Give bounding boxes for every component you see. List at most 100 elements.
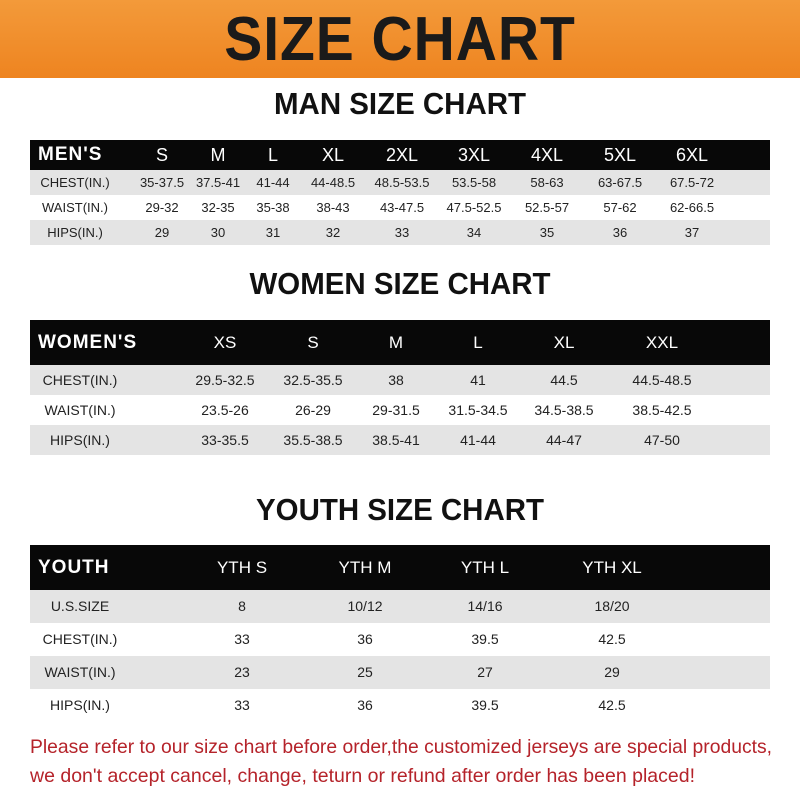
measure-label: HIPS(IN.) [50,432,110,448]
table-row: WAIST(IN.) 29-32 32-35 35-38 38-43 43-47.5 47.… [30,195,770,220]
table-cell: 57-62 [603,200,637,215]
table-cell: 27 [477,664,493,680]
table-cell: 35-38 [256,200,290,215]
table-cell: 29-32 [145,200,179,215]
table-label: WOMEN'S [38,332,138,353]
notice-line-2: we don't accept cancel, change, teturn o… [30,765,695,787]
table-row: CHEST(IN.) 33 36 39.5 42.5 [30,623,770,656]
table-cell: 10/12 [347,598,383,614]
table-row: WAIST(IN.) 23 25 27 29 [30,656,770,689]
table-cell: 31 [265,225,281,240]
table-cell: 14/16 [467,598,503,614]
table-cell: 37 [684,225,700,240]
size-header-cell: YTH XL [582,558,642,577]
size-header-cell: XL [321,145,345,165]
youth-header-row: YOUTH YTH S YTH M YTH L YTH XL [30,545,770,590]
size-header-cell: L [267,145,279,165]
size-header-cell: XXL [645,333,679,352]
table-cell: 44-48.5 [310,175,356,190]
table-cell: 37.5-41 [195,175,241,190]
table-cell: 62-66.5 [669,200,715,215]
size-header-cell: XS [213,333,237,352]
table-label: MEN'S [38,144,103,165]
table-cell: 41 [470,372,486,388]
table-cell: 47.5-52.5 [446,200,502,215]
table-cell: 47-50 [644,432,680,448]
table-cell: 23 [234,664,250,680]
table-row: HIPS(IN.) 33-35.5 35.5-38.5 38.5-41 41-44 44-… [30,425,770,455]
table-cell: 41-44 [256,175,290,190]
table-cell: 35-37.5 [139,175,185,190]
men-section-title: MAN SIZE CHART [274,86,526,121]
table-cell: 34.5-38.5 [534,402,594,418]
table-cell: 43-47.5 [379,200,425,215]
table-cell: 63-67.5 [597,175,643,190]
table-cell: 41-44 [460,432,496,448]
table-cell: 42.5 [598,631,626,647]
table-cell: 36 [357,697,373,713]
size-header-cell: L [473,333,483,352]
size-header-cell: YTH M [338,558,392,577]
table-cell: 32.5-35.5 [283,372,343,388]
measure-label: WAIST(IN.) [44,402,116,418]
measure-label: CHEST(IN.) [42,372,118,388]
measure-label: WAIST(IN.) [42,200,108,215]
women-section-title: WOMEN SIZE CHART [249,266,551,301]
table-cell: 32-35 [201,200,235,215]
table-cell: 29.5-32.5 [195,372,255,388]
table-row: CHEST(IN.) 35-37.5 37.5-41 41-44 44-48.5 48.5… [30,170,770,195]
table-cell: 35 [539,225,555,240]
measure-label: U.S.SIZE [50,598,110,614]
table-cell: 39.5 [471,697,499,713]
size-header-cell: M [210,145,226,165]
table-cell: 29 [154,225,170,240]
size-header-cell: M [388,333,404,352]
table-cell: 52.5-57 [524,200,570,215]
table-cell: 30 [210,225,226,240]
table-cell: 29 [604,664,620,680]
size-header-cell: 2XL [385,145,419,165]
table-cell: 31.5-34.5 [448,402,508,418]
men-header-row: MEN'S S M L XL 2XL 3XL 4XL 5XL 6XL [30,140,770,170]
table-cell: 38.5-42.5 [632,402,692,418]
table-cell: 36 [357,631,373,647]
table-cell: 38 [388,372,404,388]
measure-label: HIPS(IN.) [47,225,103,240]
table-cell: 58-63 [530,175,564,190]
measure-label: WAIST(IN.) [44,664,116,680]
size-header-cell: 3XL [457,145,491,165]
measure-label: CHEST(IN.) [40,175,110,190]
table-cell: 8 [238,598,246,614]
table-cell: 44.5-48.5 [632,372,692,388]
table-cell: 38-43 [316,200,350,215]
table-row: U.S.SIZE 8 10/12 14/16 18/20 [30,590,770,623]
table-cell: 53.5-58 [451,175,497,190]
table-row: HIPS(IN.) 29 30 31 32 33 34 35 36 37 [30,220,770,245]
table-cell: 44-47 [546,432,582,448]
table-cell: 26-29 [295,402,331,418]
youth-section-title: YOUTH SIZE CHART [256,492,544,527]
table-cell: 34 [466,225,482,240]
table-cell: 33 [394,225,410,240]
table-cell: 36 [612,225,628,240]
size-header-cell: YTH S [216,558,268,577]
women-header-row: WOMEN'S XS S M L XL XXL [30,320,770,365]
table-row: WAIST(IN.) 23.5-26 26-29 29-31.5 31.5-34.5 34… [30,395,770,425]
table-cell: 33 [234,631,250,647]
page-title: SIZE CHART [224,5,576,74]
table-row: HIPS(IN.) 33 36 39.5 42.5 [30,689,770,722]
size-header-cell: YTH L [460,558,510,577]
table-cell: 35.5-38.5 [283,432,343,448]
size-header-cell: 5XL [603,145,637,165]
table-cell: 48.5-53.5 [374,175,430,190]
table-cell: 33-35.5 [201,432,249,448]
table-cell: 42.5 [598,697,626,713]
table-cell: 38.5-41 [372,432,420,448]
table-cell: 67.5-72 [669,175,715,190]
table-cell: 23.5-26 [201,402,249,418]
table-cell: 39.5 [471,631,499,647]
table-cell: 29-31.5 [372,402,420,418]
size-header-cell: 4XL [530,145,564,165]
table-cell: 32 [325,225,341,240]
table-cell: 18/20 [594,598,630,614]
